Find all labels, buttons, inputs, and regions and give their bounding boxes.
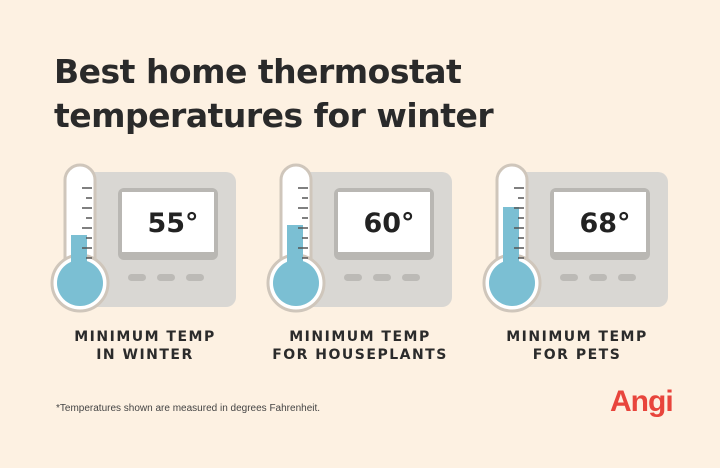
mercury-bulb (273, 260, 319, 306)
thermostat-illustration (482, 163, 668, 313)
temperature-readout: 55° (147, 208, 199, 239)
footnote: *Temperatures shown are measured in degr… (56, 403, 321, 414)
temperature-readout: 60° (363, 208, 415, 239)
label-line-1: MINIMUM TEMP (74, 329, 216, 345)
thermostat-button (344, 274, 362, 281)
thermostat-screen (554, 192, 646, 252)
thermostat-card: 55° (50, 160, 250, 320)
thermostat-illustration (266, 163, 452, 313)
thermostat-button (373, 274, 391, 281)
title-line-2: temperatures for winter (54, 96, 494, 135)
label-line-1: MINIMUM TEMP (506, 329, 648, 345)
card-label: MINIMUM TEMP FOR PETS (467, 328, 687, 364)
card-label: MINIMUM TEMP FOR HOUSEPLANTS (250, 328, 470, 364)
thermostat-button (186, 274, 204, 281)
thermostat-screen (338, 192, 430, 252)
thermometer-icon (50, 163, 110, 313)
label-line-2: IN WINTER (96, 347, 194, 363)
label-line-1: MINIMUM TEMP (289, 329, 431, 345)
title-line-1: Best home thermostat (54, 52, 462, 91)
mercury-bulb (489, 260, 535, 306)
thermostat-button (402, 274, 420, 281)
thermostat-screen (122, 192, 214, 252)
card-label: MINIMUM TEMP IN WINTER (35, 328, 255, 364)
label-line-2: FOR HOUSEPLANTS (272, 347, 448, 363)
thermostat-button (560, 274, 578, 281)
thermostat-button (589, 274, 607, 281)
thermometer-icon (482, 163, 542, 313)
label-line-2: FOR PETS (532, 347, 622, 363)
thermostat-illustration (50, 163, 236, 313)
angi-logo: Angi (610, 385, 674, 418)
thermostat-card: 60° (266, 160, 466, 320)
thermostat-button (618, 274, 636, 281)
thermostat-button (157, 274, 175, 281)
mercury-bulb (57, 260, 103, 306)
thermometer-icon (266, 163, 326, 313)
thermostat-card: 68° (482, 160, 682, 320)
page-title: Best home thermostat temperatures for wi… (54, 50, 494, 138)
thermostat-button (128, 274, 146, 281)
temperature-readout: 68° (579, 208, 631, 239)
